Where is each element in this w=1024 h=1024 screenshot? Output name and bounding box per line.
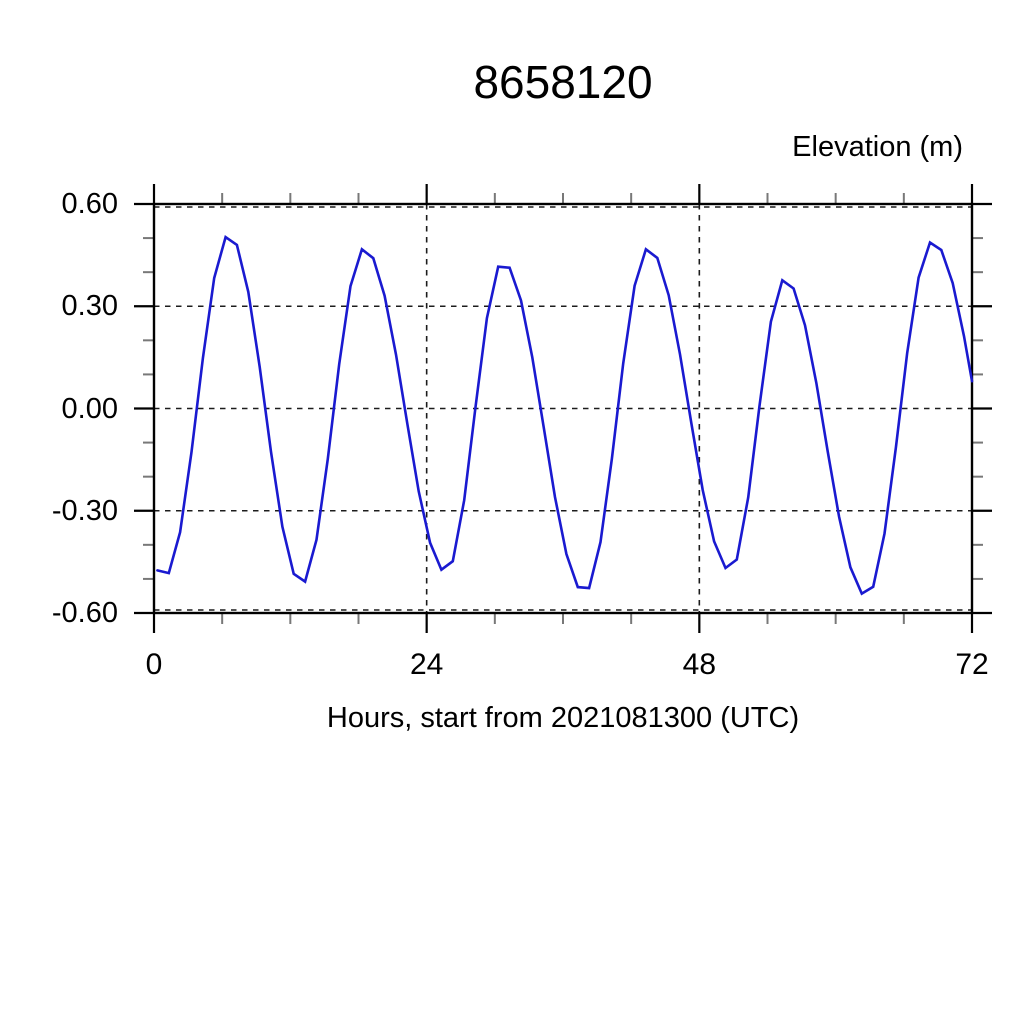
elevation-series-line — [156, 234, 974, 596]
plot-frame — [152, 202, 974, 615]
x-tick-label: 48 — [682, 648, 717, 681]
y-tick-label: -0.60 — [51, 597, 118, 629]
y-axis-title: Elevation (m) — [792, 131, 963, 163]
y-tick-label: -0.30 — [51, 494, 118, 527]
x-tick-label: 24 — [409, 648, 444, 681]
chart-title: 8658120 — [473, 56, 653, 108]
y-tick-label: 0.60 — [61, 188, 118, 220]
x-tick-label: 0 — [145, 648, 163, 681]
y-tick-label: 0.30 — [61, 290, 118, 323]
y-tick-label: 0.00 — [61, 392, 118, 425]
x-axis-title: Hours, start from 2021081300 (UTC) — [326, 702, 800, 734]
x-tick-label: 72 — [955, 648, 989, 681]
